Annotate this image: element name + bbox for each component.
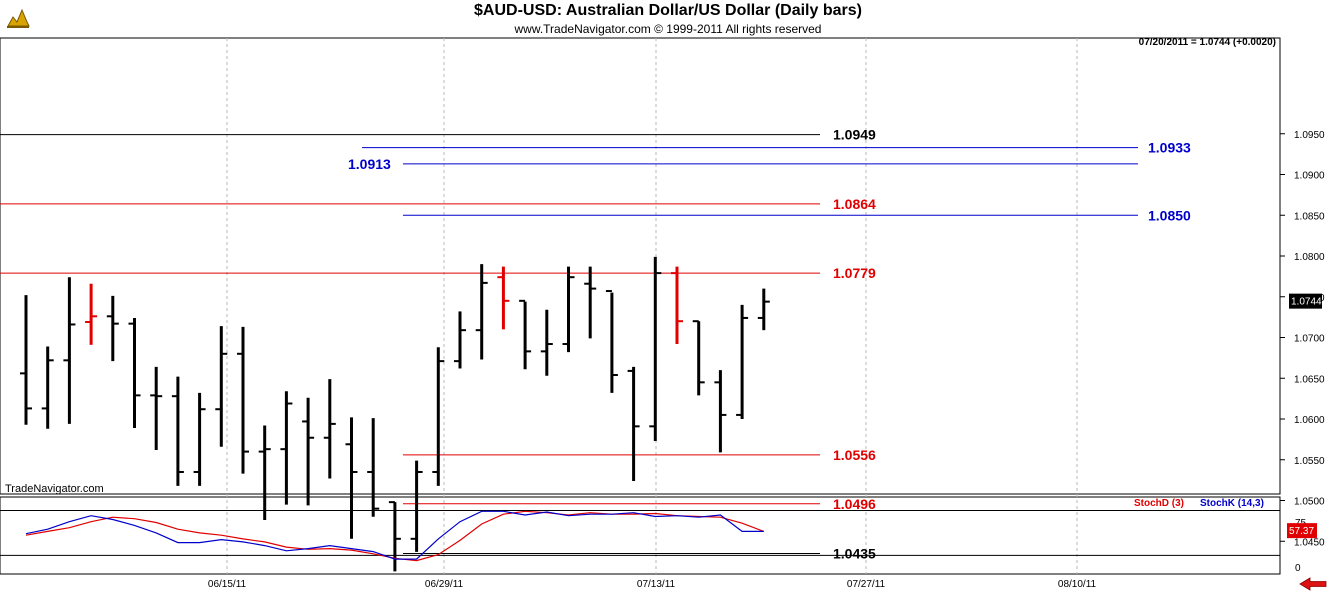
level-label: 1.0864 bbox=[833, 196, 876, 212]
last-price-status: 07/20/2011 = 1.0744 (+0.0020) bbox=[1138, 37, 1276, 48]
trade-navigator-logo-icon[interactable] bbox=[3, 2, 33, 32]
stochastic-panel-frame bbox=[0, 496, 1281, 575]
y-tick-label: 1.0900 bbox=[1294, 171, 1325, 182]
level-label: 1.0949 bbox=[833, 127, 876, 143]
x-tick-label: 08/10/11 bbox=[1058, 579, 1097, 590]
scroll-left-arrow-icon[interactable] bbox=[1298, 577, 1328, 591]
y-tick-label: 1.0700 bbox=[1294, 334, 1325, 345]
level-label: 1.0556 bbox=[833, 447, 876, 463]
copyright-text: www.TradeNavigator.com © 1999-2011 All r… bbox=[514, 22, 822, 36]
stoch-last-value-marker bbox=[1287, 523, 1317, 539]
y-tick-label: 1.0550 bbox=[1294, 456, 1325, 467]
level-label: 1.0913 bbox=[348, 156, 391, 172]
level-label: 1.0779 bbox=[833, 265, 876, 281]
last-price-marker bbox=[1289, 293, 1322, 309]
level-label: 1.0496 bbox=[833, 496, 876, 512]
y-tick-label: 1.0450 bbox=[1294, 537, 1325, 548]
x-tick-label: 06/29/11 bbox=[425, 579, 464, 590]
y-tick-label: 1.0950 bbox=[1294, 130, 1325, 141]
chart-title: $AUD-USD: Australian Dollar/US Dollar (D… bbox=[474, 2, 862, 19]
watermark-text: TradeNavigator.com bbox=[5, 483, 104, 495]
y-tick-label: 1.0500 bbox=[1294, 497, 1325, 508]
level-label: 1.0435 bbox=[833, 545, 876, 561]
level-label: 1.0933 bbox=[1148, 140, 1191, 156]
y-tick-label: 1.0600 bbox=[1294, 415, 1325, 426]
y-tick-label: 1.0850 bbox=[1294, 211, 1325, 222]
x-tick-label: 07/13/11 bbox=[637, 579, 676, 590]
level-label: 1.0850 bbox=[1148, 207, 1191, 223]
price-panel-frame bbox=[0, 37, 1281, 495]
stoch-legend-d: StochD (3) bbox=[1134, 498, 1184, 509]
chart-header: $AUD-USD: Australian Dollar/US Dollar (D… bbox=[0, 0, 1336, 38]
stoch-last-value-label: 57.37 bbox=[1289, 526, 1314, 537]
x-tick-label: 07/27/11 bbox=[847, 579, 886, 590]
last-price-label: 1.0744 bbox=[1291, 297, 1322, 308]
stoch-series-line bbox=[25, 510, 764, 560]
x-tick-label: 06/15/11 bbox=[208, 579, 247, 590]
stoch-y-tick-label: 0 bbox=[1295, 563, 1301, 574]
stoch-legend-k: StochK (14,3) bbox=[1200, 498, 1264, 509]
y-tick-label: 1.0800 bbox=[1294, 252, 1325, 263]
y-tick-label: 1.0650 bbox=[1294, 374, 1325, 385]
